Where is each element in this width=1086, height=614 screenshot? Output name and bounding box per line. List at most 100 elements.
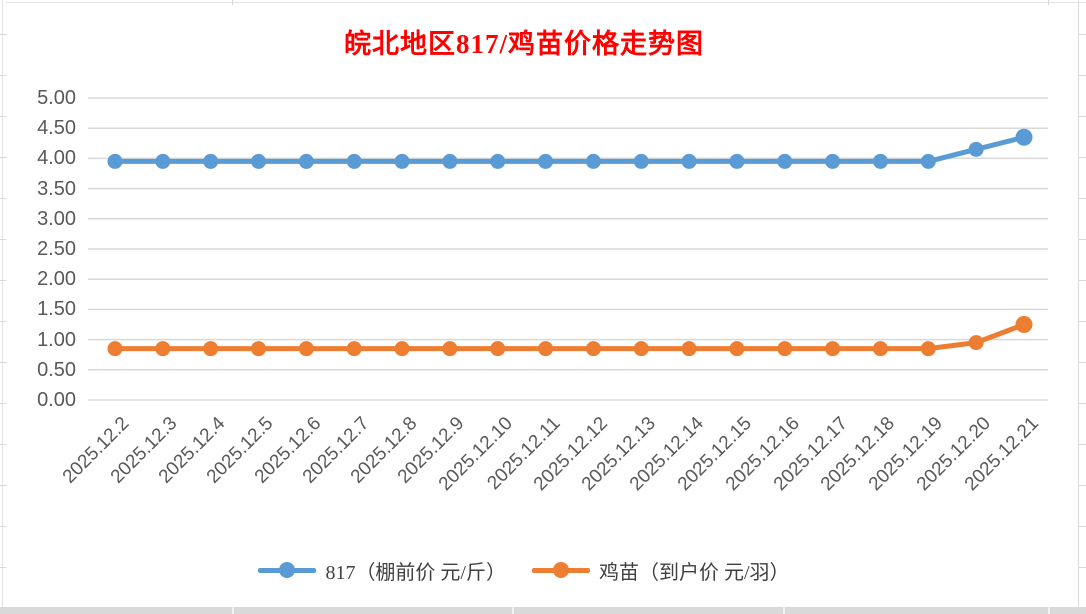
sheet-row-below-chart: [0, 607, 1086, 614]
data-point-marker: [298, 341, 314, 357]
sheet-row-tick: [0, 403, 6, 404]
data-point-marker: [346, 153, 362, 169]
sheet-cell-separator: [232, 607, 234, 614]
sheet-cell-separator: [1048, 607, 1050, 614]
y-axis-tick-label: 0.00: [37, 389, 76, 411]
sheet-row-tick: [0, 239, 6, 240]
data-point-marker: [585, 153, 601, 169]
sheet-row-tick: [1079, 526, 1086, 527]
sheet-row-tick: [1079, 157, 1086, 158]
sheet-row-tick: [1079, 444, 1086, 445]
data-point-marker: [251, 341, 267, 357]
data-point-marker: [729, 153, 745, 169]
y-axis-tick-label: 2.00: [37, 268, 76, 291]
y-axis-tick-label: 1.00: [37, 328, 76, 351]
sheet-row-tick: [0, 198, 6, 199]
legend[interactable]: 817（棚前价 元/斤） 鸡苗（到户价 元/羽）: [0, 552, 1048, 588]
sheet-row-tick: [1079, 567, 1086, 568]
data-point-marker: [633, 341, 649, 357]
data-point-marker: [107, 153, 123, 169]
y-axis-tick-label: 2.50: [37, 238, 76, 260]
data-point-marker: [920, 341, 936, 357]
data-point-marker: [968, 335, 984, 351]
legend-label: 817（棚前价 元/斤）: [325, 561, 506, 584]
data-point-marker: [203, 341, 219, 357]
data-point-marker: [968, 141, 984, 157]
y-axis-tick-label: 3.00: [37, 207, 76, 230]
sheet-right-gridline: [1078, 0, 1079, 607]
data-point-marker: [442, 341, 458, 357]
data-point-marker: [490, 341, 506, 357]
data-point-marker: [203, 153, 219, 169]
sheet-row-tick: [1079, 239, 1086, 240]
y-axis-tick-label: 3.50: [37, 177, 76, 200]
data-point-marker: [777, 341, 793, 357]
sheet-column-tick: [1048, 0, 1049, 5]
data-point-marker: [681, 341, 697, 357]
chart-title: 皖北地区817/鸡苗价格走势图: [343, 29, 704, 59]
data-point-marker: [107, 341, 123, 357]
data-point-marker: [298, 153, 314, 169]
y-axis-tick-label: 4.00: [37, 147, 76, 170]
legend-item-0[interactable]: 817（棚前价 元/斤）: [258, 556, 506, 585]
data-point-marker: [920, 153, 936, 169]
sheet-row-tick: [0, 34, 6, 35]
sheet-row-tick: [1079, 75, 1086, 76]
sheet-row-tick: [1079, 362, 1086, 363]
y-axis-tick-label: 0.50: [37, 358, 76, 381]
data-point-marker: [490, 153, 506, 169]
sheet-row-tick: [1079, 34, 1086, 35]
sheet-left-gridline: [2, 0, 3, 607]
data-point-marker: [442, 153, 458, 169]
legend-item-1[interactable]: 鸡苗（到户价 元/羽）: [532, 556, 790, 585]
data-point-marker: [155, 153, 171, 169]
data-point-marker: [394, 341, 410, 357]
data-point-marker: [394, 153, 410, 169]
sheet-column-tick: [232, 0, 233, 5]
sheet-row-tick: [0, 567, 6, 568]
data-point-marker: [1015, 316, 1033, 333]
series-line-1: [112, 322, 1027, 352]
sheet-row-tick: [0, 444, 6, 445]
sheet-row-tick: [0, 280, 6, 281]
sheet-row-tick: [1079, 198, 1086, 199]
series-line-0: [112, 134, 1027, 164]
data-point-marker: [825, 341, 841, 357]
legend-line-marker-icon: [532, 562, 590, 579]
data-point-marker: [633, 153, 649, 169]
sheet-row-tick: [1079, 403, 1086, 404]
y-axis-tick-label: 1.50: [37, 298, 76, 321]
data-point-marker: [538, 153, 554, 169]
data-point-marker: [825, 153, 841, 169]
sheet-row-tick: [1079, 321, 1086, 322]
sheet-cell-separator: [512, 607, 514, 614]
data-point-marker: [777, 153, 793, 169]
sheet-row-tick: [0, 75, 6, 76]
y-axis-tick-label: 4.50: [37, 117, 76, 140]
sheet-row-tick: [1079, 280, 1086, 281]
legend-label: 鸡苗（到户价 元/羽）: [599, 561, 790, 584]
data-point-marker: [872, 341, 888, 357]
sheet-row-tick: [1079, 116, 1086, 117]
sheet-row-tick: [0, 526, 6, 527]
sheet-row-tick: [1079, 485, 1086, 486]
legend-line-marker-icon: [258, 562, 317, 579]
data-point-marker: [538, 341, 554, 357]
sheet-row-tick: [0, 116, 6, 117]
data-point-marker: [872, 153, 888, 169]
data-point-marker: [346, 341, 362, 357]
data-point-marker: [155, 341, 171, 357]
data-point-marker: [729, 341, 745, 357]
sheet-top-gridline: [6, 2, 1086, 3]
sheet-row-tick: [0, 321, 6, 322]
data-point-marker: [1015, 128, 1033, 146]
data-point-marker: [251, 153, 267, 169]
sheet-row-tick: [0, 362, 6, 363]
sheet-cell-separator: [783, 607, 785, 614]
y-axis-tick-label: 5.00: [37, 87, 76, 109]
sheet-row-tick: [0, 485, 6, 486]
data-point-marker: [681, 153, 697, 169]
data-point-marker: [585, 341, 601, 357]
